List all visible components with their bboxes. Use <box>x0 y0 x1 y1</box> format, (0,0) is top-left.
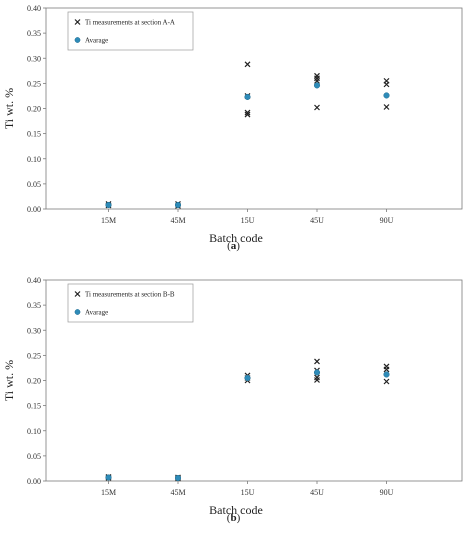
chart-a-point-average <box>313 82 321 89</box>
chart-panel-a: 0.00 0.05 0.10 0.15 0.20 0.25 0.30 0.35 0.40 15M 4… <box>0 0 467 262</box>
chart-b-y-tick-label: 0.20 <box>27 377 41 386</box>
chart-panel-b: 0.00 0.05 0.10 0.15 0.20 0.25 0.30 0.35 0.40 15M 4… <box>0 272 467 534</box>
chart-b-point-measurement <box>383 378 390 385</box>
chart-a-point-measurement <box>244 61 251 68</box>
chart-b-x-tick-label: 90U <box>380 488 394 497</box>
chart-b-y-axis-title: Ti wt. % <box>2 360 16 401</box>
chart-a-y-tick-label: 0.00 <box>27 205 41 214</box>
chart-a-legend-marker-x <box>74 19 81 25</box>
chart-a-y-tick-label: 0.15 <box>27 130 41 139</box>
chart-b-y-tick-label: 0.00 <box>27 477 41 486</box>
chart-a-x-axis-title: Batch code <box>209 231 263 245</box>
chart-b-point-average <box>174 474 182 482</box>
chart-a-y-tick-label: 0.35 <box>27 29 41 38</box>
chart-a-caption: (a) <box>227 240 240 252</box>
chart-a-legend-label: Ti measurements at section A-A <box>85 19 175 27</box>
chart-b-legend-label: Ti measurements at section B-B <box>85 291 175 299</box>
chart-a-legend-label: Avarage <box>85 37 108 45</box>
chart-b-caption-letter: b <box>230 512 237 524</box>
chart-a-legend-box <box>67 11 194 51</box>
chart-a-point-measurement <box>383 81 390 88</box>
chart-b-point-average <box>105 474 112 481</box>
chart-b-x-tick-label: 45U <box>310 488 324 497</box>
chart-a-point-measurement <box>314 77 320 84</box>
chart-a-point-measurement <box>244 109 251 116</box>
chart-b-point-measurement <box>314 377 320 383</box>
chart-a-caption-letter: a <box>230 240 237 252</box>
chart-b-caption: (b) <box>226 512 241 524</box>
chart-a-y-tick-label: 0.10 <box>27 155 41 164</box>
chart-a-x-tick-label: 45U <box>310 216 324 225</box>
chart-a-point-average <box>174 201 182 209</box>
chart-b-point-measurement <box>314 358 320 365</box>
chart-a-y-tick-label: 0.25 <box>27 79 41 88</box>
chart-a-y-tick-label: 0.30 <box>27 54 41 63</box>
chart-b-point-average <box>383 371 390 378</box>
chart-b-x-axis-title: Batch code <box>209 503 263 517</box>
chart-b-x-tick-label: 45M <box>170 488 185 497</box>
chart-a-point-average <box>105 201 112 209</box>
chart-a-y-tick-label: 0.20 <box>27 105 41 114</box>
chart-a-y-tick-label: 0.40 <box>27 4 41 13</box>
chart-b-legend-label: Avarage <box>85 309 108 317</box>
chart-b-legend-marker-circle <box>74 309 81 315</box>
chart-b-legend-marker-x <box>74 291 81 297</box>
chart-b-x-tick-label: 15M <box>101 488 116 497</box>
chart-b-x-tick-label: 15U <box>241 488 255 497</box>
chart-a-point-measurement <box>383 104 390 110</box>
chart-a-x-tick-label: 15M <box>101 216 116 225</box>
chart-b-point-average <box>244 374 251 382</box>
chart-b-y-tick-label: 0.40 <box>27 276 41 285</box>
chart-a-point-average <box>383 92 390 99</box>
chart-b-point-average <box>313 369 321 376</box>
chart-b-y-tick-label: 0.10 <box>27 427 41 436</box>
chart-b-point-measurement <box>383 366 390 373</box>
chart-a-x-tick-label: 15U <box>241 216 255 225</box>
chart-b-y-tick-label: 0.05 <box>27 452 41 461</box>
chart-a-point-measurement <box>314 104 320 111</box>
chart-a-point-average <box>244 93 251 100</box>
chart-b-y-tick-label: 0.35 <box>27 301 41 310</box>
chart-b-y-tick-label: 0.15 <box>27 402 41 411</box>
chart-b-y-tick-label: 0.30 <box>27 326 41 335</box>
chart-b-legend-box <box>67 283 194 323</box>
chart-a-x-tick-label: 45M <box>170 216 185 225</box>
chart-b-y-tick-label: 0.25 <box>27 351 41 360</box>
chart-b-svg: 0.00 0.05 0.10 0.15 0.20 0.25 0.30 0.35 0.40 15M 4… <box>2 276 463 517</box>
chart-a-point-measurement <box>244 111 251 118</box>
chart-a-legend-marker-circle <box>74 37 81 43</box>
chart-a-y-axis-title: Ti wt. % <box>2 88 16 129</box>
chart-a-legend: Ti measurements at section A-A Avarage <box>67 11 194 51</box>
chart-a-svg: 0.00 0.05 0.10 0.15 0.20 0.25 0.30 0.35 0.40 15M 4… <box>2 4 463 245</box>
chart-a-x-tick-label: 90U <box>380 216 394 225</box>
chart-b-legend: Ti measurements at section B-B Avarage <box>67 283 194 323</box>
chart-a-y-tick-label: 0.05 <box>27 180 41 189</box>
